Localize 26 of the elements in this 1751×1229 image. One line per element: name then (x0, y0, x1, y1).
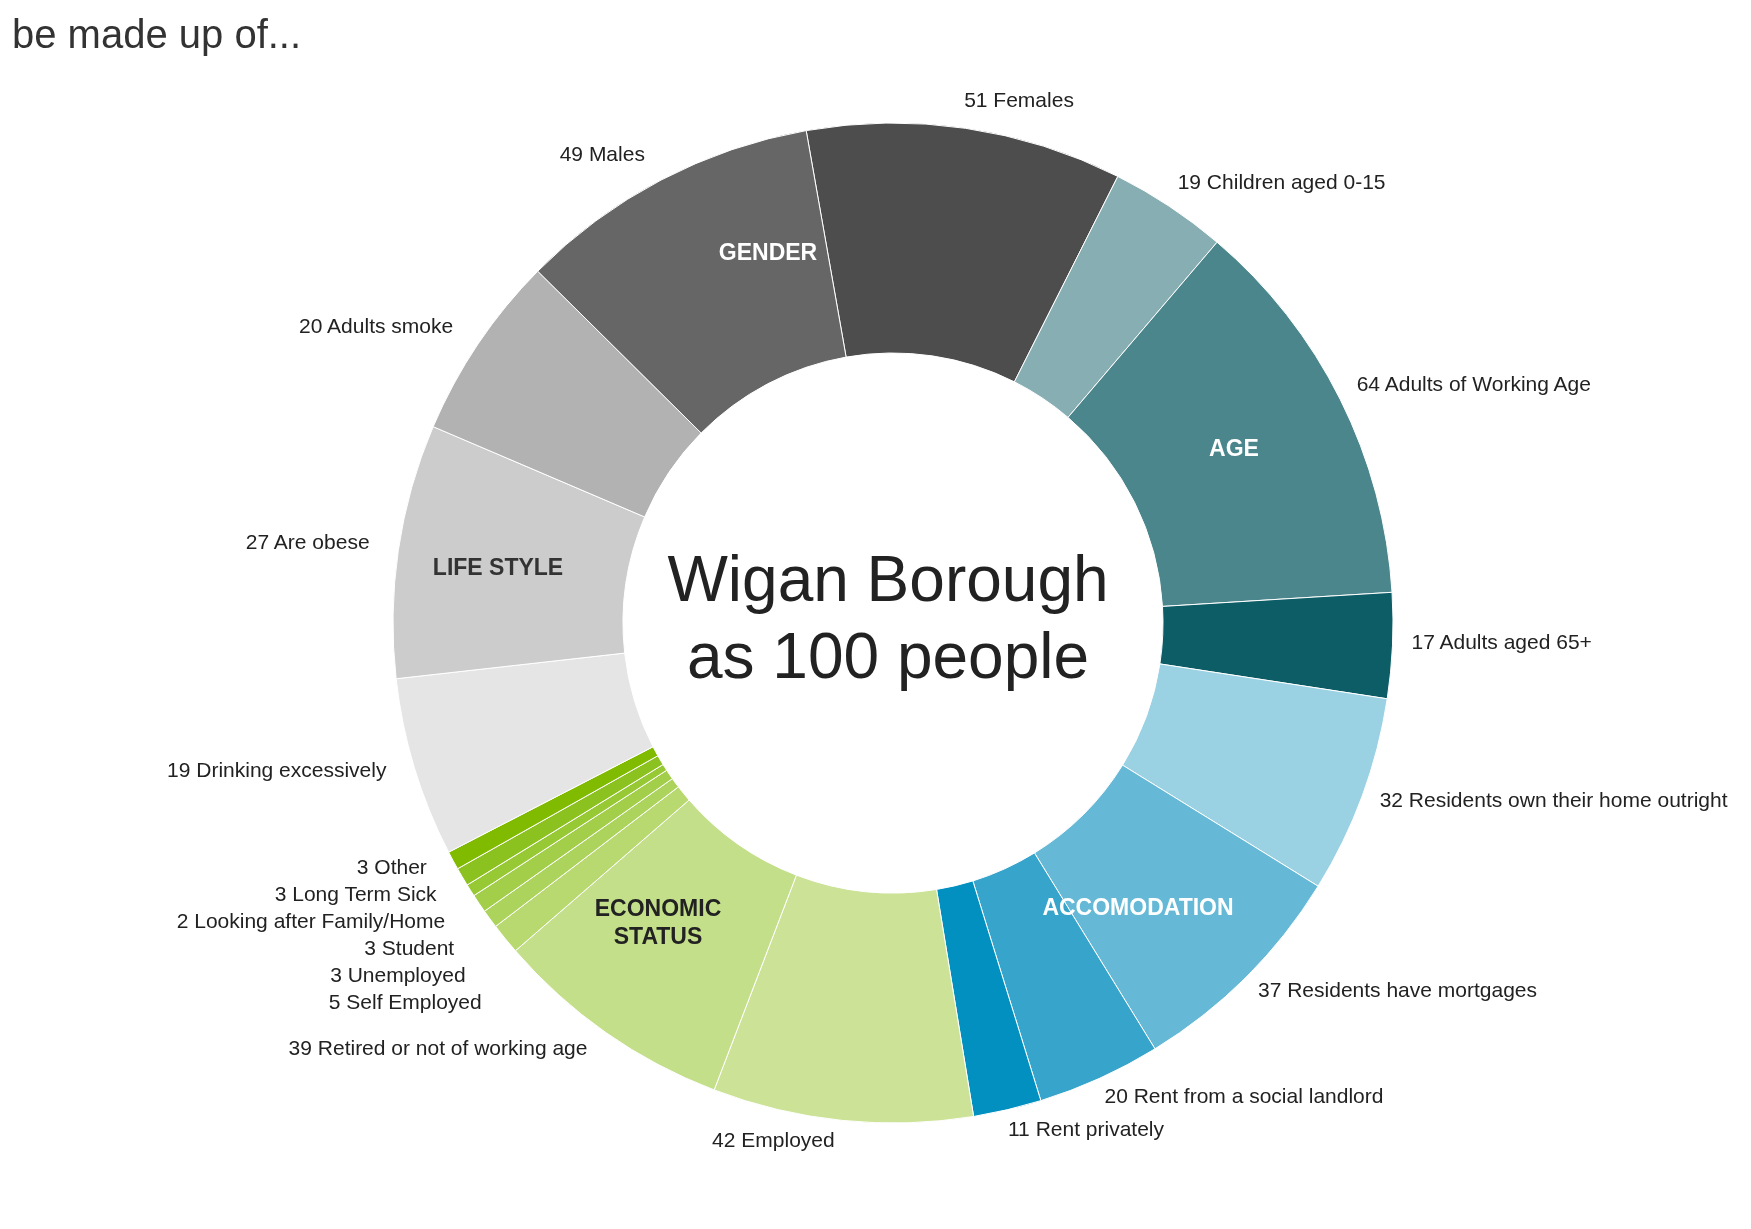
slice-label: 51 Females (964, 88, 1074, 112)
slice-label: 27 Are obese (245, 530, 370, 554)
slice-label: 20 Rent from a social landlord (1104, 1083, 1384, 1107)
slice-label: 3 Unemployed (330, 963, 466, 987)
slice-label: 37 Residents have mortgages (1258, 977, 1538, 1001)
slice-label: 17 Adults aged 65+ (1411, 630, 1592, 654)
slice-label: 39 Retired or not of working age (288, 1035, 588, 1059)
slice-label: 2 Looking after Family/Home (176, 909, 446, 933)
slice-label: 11 Rent privately (1008, 1116, 1165, 1140)
slice-label: 42 Employed (712, 1127, 835, 1151)
text: AGE (1208, 434, 1260, 464)
slice-label: 49 Males (559, 142, 645, 166)
text: GENDER (717, 238, 819, 268)
slice-label: 3 Long Term Sick (274, 882, 438, 906)
slice-label: 20 Adults smoke (299, 314, 454, 338)
slice-label: 19 Children aged 0-15 (1177, 169, 1386, 193)
chart-title: be made up of... (12, 12, 302, 57)
slice-label: 3 Other (356, 855, 427, 879)
slice-label: 19 Drinking excessively (167, 758, 387, 782)
text: LIFE STYLE (431, 553, 565, 583)
slice-label: 32 Residents own their home outright (1379, 787, 1728, 811)
slice-label: 3 Student (364, 936, 455, 960)
text: Wigan Borough as 100 people (666, 542, 1110, 694)
text: ECONOMIC STATUS (593, 894, 723, 951)
slice-label: 5 Self Employed (328, 990, 482, 1014)
slice-label: 64 Adults of Working Age (1356, 372, 1591, 396)
